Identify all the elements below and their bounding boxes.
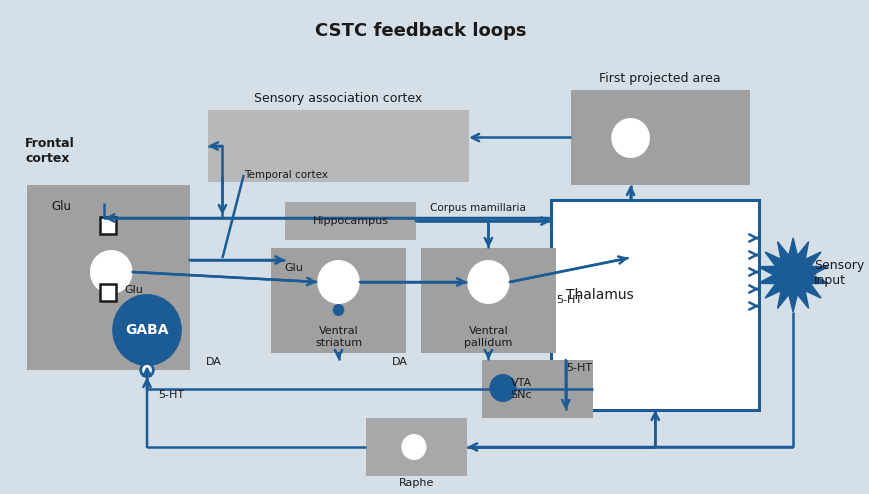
FancyBboxPatch shape bbox=[365, 418, 467, 476]
FancyBboxPatch shape bbox=[481, 360, 592, 418]
FancyBboxPatch shape bbox=[270, 248, 406, 353]
Circle shape bbox=[611, 118, 649, 158]
Circle shape bbox=[489, 374, 516, 402]
Text: Ventral
pallidum: Ventral pallidum bbox=[464, 327, 512, 348]
FancyBboxPatch shape bbox=[421, 248, 555, 353]
Circle shape bbox=[141, 364, 153, 376]
Circle shape bbox=[332, 304, 344, 316]
Text: 5-HT: 5-HT bbox=[565, 363, 591, 373]
FancyBboxPatch shape bbox=[100, 217, 116, 234]
FancyBboxPatch shape bbox=[27, 185, 189, 370]
Circle shape bbox=[401, 434, 426, 460]
Text: Glu: Glu bbox=[51, 200, 71, 213]
Text: DA: DA bbox=[206, 357, 222, 367]
Text: 5-HT: 5-HT bbox=[158, 390, 184, 400]
Text: CSTC feedback loops: CSTC feedback loops bbox=[315, 22, 526, 40]
Text: VTA
SNc: VTA SNc bbox=[510, 378, 532, 400]
FancyBboxPatch shape bbox=[570, 90, 749, 185]
Circle shape bbox=[317, 260, 360, 304]
Text: Temporal cortex: Temporal cortex bbox=[243, 170, 328, 180]
Polygon shape bbox=[757, 238, 827, 312]
Text: Sensory association cortex: Sensory association cortex bbox=[254, 92, 422, 105]
Text: Raphe: Raphe bbox=[398, 478, 434, 488]
Circle shape bbox=[467, 260, 509, 304]
Text: 5-HT: 5-HT bbox=[555, 295, 581, 305]
Text: Thalamus: Thalamus bbox=[565, 288, 633, 301]
Circle shape bbox=[628, 236, 671, 280]
Text: Ventral
striatum: Ventral striatum bbox=[315, 327, 362, 348]
FancyBboxPatch shape bbox=[285, 202, 415, 240]
Circle shape bbox=[90, 250, 132, 294]
Text: Corpus mamillaria: Corpus mamillaria bbox=[430, 203, 526, 213]
FancyBboxPatch shape bbox=[551, 200, 759, 410]
Text: Hippocampus: Hippocampus bbox=[312, 216, 388, 226]
Text: Glu: Glu bbox=[124, 285, 143, 295]
FancyBboxPatch shape bbox=[100, 284, 116, 301]
Text: Frontal
cortex: Frontal cortex bbox=[25, 137, 75, 165]
Text: First projected area: First projected area bbox=[599, 72, 720, 85]
FancyBboxPatch shape bbox=[208, 110, 468, 182]
Text: Glu: Glu bbox=[284, 263, 303, 273]
Text: DA: DA bbox=[391, 357, 407, 367]
Circle shape bbox=[112, 294, 182, 366]
Text: Sensory
input: Sensory input bbox=[813, 259, 864, 287]
Text: GABA: GABA bbox=[125, 323, 169, 337]
